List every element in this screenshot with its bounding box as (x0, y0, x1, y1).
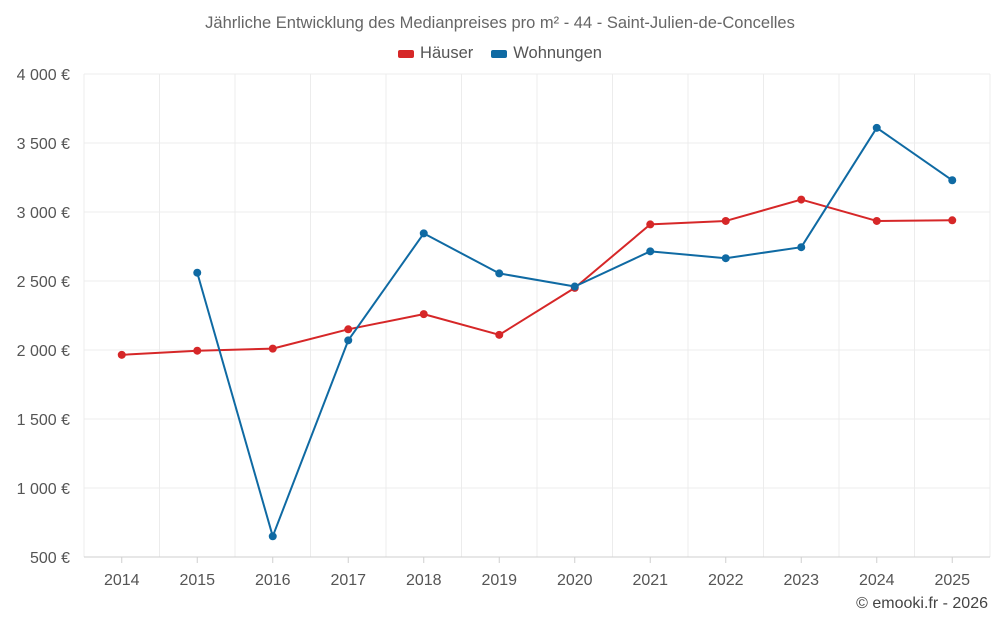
data-point-1[interactable] (721, 254, 730, 263)
data-point-1[interactable] (344, 336, 353, 345)
data-point-0[interactable] (721, 216, 730, 225)
series-layer (117, 123, 957, 541)
data-point-0[interactable] (419, 310, 428, 319)
legend-label-haeuser: Häuser (420, 44, 474, 62)
series-line-0 (121, 198, 953, 356)
data-point-1[interactable] (193, 268, 202, 277)
y-tick-label: 3 000 € (17, 205, 70, 222)
data-point-0[interactable] (646, 220, 655, 229)
credit-text[interactable]: © emooki.fr - 2026 (856, 595, 988, 612)
y-tick-label: 3 500 € (17, 136, 70, 153)
x-tick-label: 2025 (934, 572, 970, 589)
data-point-0[interactable] (797, 195, 806, 204)
data-point-1[interactable] (797, 243, 806, 252)
y-tick-label: 500 € (30, 550, 70, 567)
data-point-1[interactable] (646, 247, 655, 256)
axes: 500 € 1 000 € 1 500 € 2 000 € 2 500 € 3 000 €… (17, 67, 990, 589)
legend-label-wohnungen: Wohnungen (513, 44, 602, 62)
data-point-1[interactable] (570, 282, 579, 291)
data-point-0[interactable] (117, 350, 126, 359)
data-point-1[interactable] (419, 229, 428, 238)
x-tick-label: 2022 (708, 572, 744, 589)
x-tick-label: 2023 (783, 572, 819, 589)
x-tick-label: 2024 (859, 572, 895, 589)
x-tick-label: 2020 (557, 572, 593, 589)
data-point-0[interactable] (495, 330, 504, 339)
x-tick-label: 2014 (104, 572, 140, 589)
x-tick-label: 2015 (179, 572, 215, 589)
data-point-0[interactable] (872, 216, 881, 225)
x-tick-label: 2019 (481, 572, 517, 589)
y-tick-label: 1 500 € (17, 412, 70, 429)
data-point-1[interactable] (948, 176, 957, 185)
x-tick-label: 2017 (330, 572, 366, 589)
legend-item-wohnungen[interactable]: Wohnungen (491, 44, 602, 63)
y-tick-label: 2 000 € (17, 343, 70, 360)
data-point-1[interactable] (268, 532, 277, 541)
data-point-0[interactable] (344, 325, 353, 334)
legend: Häuser Wohnungen (0, 44, 1000, 63)
y-tick-label: 2 500 € (17, 274, 70, 291)
legend-item-haeuser[interactable]: Häuser (398, 44, 473, 63)
chart-title: Jährliche Entwicklung des Medianpreises … (205, 14, 795, 32)
x-tick-label: 2018 (406, 572, 442, 589)
x-tick-label: 2021 (632, 572, 668, 589)
data-point-0[interactable] (193, 346, 202, 355)
x-tick-label: 2016 (255, 572, 291, 589)
legend-swatch-wohnungen (491, 49, 508, 58)
data-point-1[interactable] (872, 123, 881, 132)
data-point-1[interactable] (495, 269, 504, 278)
y-tick-label: 4 000 € (17, 67, 70, 84)
grid (83, 73, 991, 558)
legend-swatch-haeuser (398, 49, 415, 58)
data-point-0[interactable] (948, 216, 957, 225)
data-point-0[interactable] (268, 344, 277, 353)
y-tick-label: 1 000 € (17, 481, 70, 498)
